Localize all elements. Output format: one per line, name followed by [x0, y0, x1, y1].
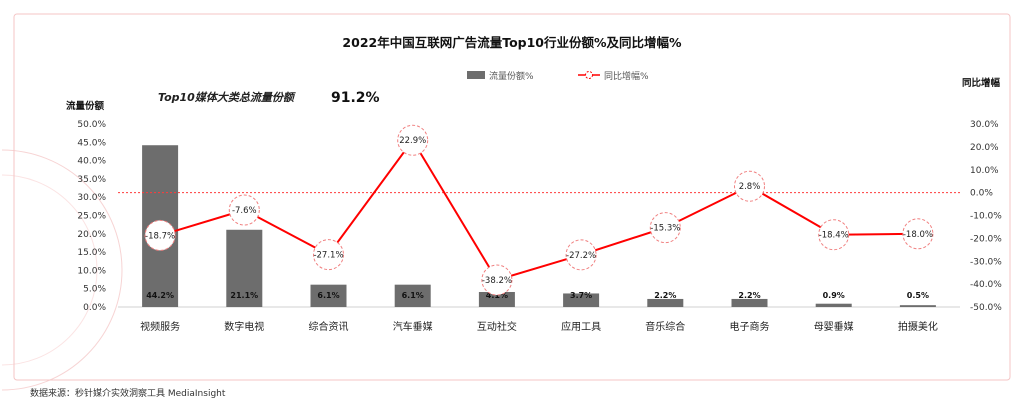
- left-tick-label: 35.0%: [77, 175, 106, 185]
- bar: [226, 229, 263, 307]
- source-note: 数据来源：秒针媒介实效洞察工具 MediaInsight: [30, 387, 226, 399]
- decorative-arcs: [1, 149, 123, 391]
- left-tick-label: 20.0%: [77, 230, 106, 240]
- right-tick-label: 10.0%: [970, 166, 999, 176]
- annotation-text: Top10媒体大类总流量份额: [158, 91, 296, 104]
- growth-value-label: -7.6%: [232, 206, 257, 216]
- right-tick-label: 0.0%: [970, 189, 993, 199]
- growth-value-label: -27.2%: [566, 251, 596, 261]
- right-axis-title: 同比增幅: [962, 77, 1001, 89]
- bar-value-label: 0.9%: [823, 291, 845, 300]
- growth-point-marker: [649, 212, 681, 244]
- growth-value-label: -27.1%: [313, 251, 343, 261]
- legend-bar-swatch: [467, 71, 485, 79]
- growth-point-marker: [144, 219, 176, 251]
- right-tick-label: -20.0%: [970, 234, 1002, 244]
- left-tick-label: 40.0%: [77, 157, 106, 167]
- bar-value-label: 6.1%: [317, 291, 339, 300]
- growth-value-label: -15.3%: [650, 224, 680, 234]
- right-tick-label: -10.0%: [970, 212, 1002, 222]
- category-label: 音乐综合: [645, 320, 685, 333]
- right-tick-label: 30.0%: [970, 120, 999, 130]
- line-series: -18.7% -7.6% -27.1% 22.9% -38.2% -27.2% -15.3%…: [144, 124, 934, 296]
- left-axis-title: 流量份额: [66, 100, 105, 112]
- category-label: 汽车垂媒: [393, 320, 433, 333]
- growth-point-marker: [481, 264, 513, 296]
- right-tick-label: 20.0%: [970, 143, 999, 153]
- x-axis-categories: 视频服务 数字电视 综合资讯 汽车垂媒 互动社交 应用工具 音乐综合 电子商务 母婴垂媒 拍摄美化: [140, 320, 938, 333]
- growth-value-label: -18.0%: [903, 230, 933, 240]
- bar-value-label: 4.1%: [486, 291, 508, 300]
- right-tick-label: -40.0%: [970, 280, 1002, 290]
- growth-point-marker: [734, 170, 765, 202]
- left-tick-label: 30.0%: [77, 193, 106, 203]
- left-tick-label: 45.0%: [77, 138, 106, 148]
- category-label: 数字电视: [224, 320, 264, 333]
- growth-value-label: -18.7%: [145, 231, 175, 241]
- bar-value-label: 21.1%: [230, 291, 258, 300]
- growth-value-label: -18.4%: [819, 231, 849, 241]
- legend-line-label: 同比增幅%: [604, 70, 649, 82]
- legend-bar-label: 流量份额%: [489, 70, 534, 82]
- right-axis: -50.0% -40.0% -30.0% -20.0% -10.0% 0.0% 10.0% 2…: [970, 120, 1002, 313]
- bar: [731, 298, 768, 307]
- growth-value-label: 2.8%: [739, 182, 761, 192]
- bar-value-label: 2.2%: [738, 291, 760, 300]
- left-tick-label: 0.0%: [83, 303, 106, 313]
- left-tick-label: 10.0%: [77, 266, 106, 276]
- growth-point-marker: [818, 219, 850, 251]
- left-axis: 0.0% 5.0% 10.0% 15.0% 20.0% 25.0% 30.0% 35.0% 40…: [77, 120, 106, 313]
- left-tick-label: 5.0%: [83, 285, 106, 295]
- annotation-value: 91.2%: [331, 90, 380, 106]
- growth-value-label: 22.9%: [399, 136, 426, 146]
- bar-value-label: 44.2%: [146, 291, 174, 300]
- category-label: 综合资讯: [309, 320, 349, 333]
- growth-point-marker: [228, 194, 260, 226]
- chart-panel: [13, 13, 1011, 381]
- bar: [563, 293, 600, 307]
- growth-point-marker: [313, 239, 344, 271]
- bar-value-label: 0.5%: [907, 291, 929, 300]
- bar-value-label: 2.2%: [654, 291, 676, 300]
- bar: [815, 303, 852, 307]
- left-tick-label: 50.0%: [77, 120, 106, 130]
- right-tick-label: -50.0%: [970, 303, 1002, 313]
- growth-line: [159, 139, 918, 282]
- left-tick-label: 15.0%: [77, 248, 106, 258]
- growth-value-label: -38.2%: [482, 276, 512, 286]
- bar-value-label: 3.7%: [570, 291, 592, 300]
- bar: [647, 298, 684, 307]
- legend: 流量份额% 同比增幅%: [467, 70, 649, 82]
- growth-point-marker: [397, 124, 429, 156]
- left-tick-label: 25.0%: [77, 212, 106, 222]
- chart-title: 2022年中国互联网广告流量Top10行业份额%及同比增幅%: [342, 35, 682, 50]
- category-label: 电子商务: [730, 320, 770, 333]
- category-label: 互动社交: [477, 320, 517, 333]
- growth-point-marker: [902, 218, 934, 250]
- growth-point-marker: [565, 239, 597, 271]
- bar-series: 44.2% 21.1% 6.1% 6.1% 4.1% 3.7% 2.2% 2.2% 0.9% 0.…: [142, 145, 936, 307]
- right-tick-label: -30.0%: [970, 257, 1002, 267]
- category-label: 视频服务: [140, 320, 180, 333]
- category-label: 应用工具: [561, 320, 601, 333]
- legend-line-marker: [585, 71, 593, 79]
- bar: [310, 284, 347, 307]
- bar: [899, 305, 936, 307]
- bar: [394, 284, 431, 307]
- bar: [478, 291, 515, 307]
- bar-value-label: 6.1%: [402, 291, 424, 300]
- category-label: 拍摄美化: [898, 320, 938, 333]
- category-label: 母婴垂媒: [814, 321, 854, 333]
